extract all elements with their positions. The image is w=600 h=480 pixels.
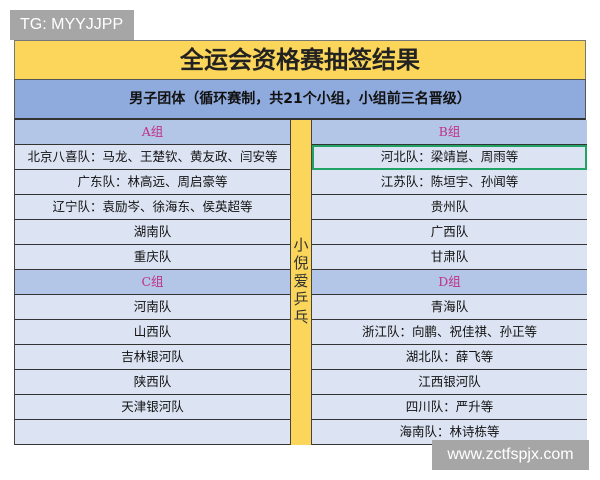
team-cell[interactable]: 广东队：林高远、周启豪等 xyxy=(15,170,290,195)
team-cell[interactable]: 北京八喜队：马龙、王楚钦、黄友政、闫安等 xyxy=(15,145,290,170)
left-column: A组 北京八喜队：马龙、王楚钦、黄友政、闫安等 广东队：林高远、周启豪等 辽宁队… xyxy=(15,120,290,445)
group-c-header[interactable]: C组 xyxy=(15,270,290,295)
draw-table: A组 北京八喜队：马龙、王楚钦、黄友政、闫安等 广东队：林高远、周启豪等 辽宁队… xyxy=(14,120,587,445)
side-char: 乒 xyxy=(293,290,309,308)
team-cell[interactable]: 湖南队 xyxy=(15,220,290,245)
team-cell[interactable]: 湖北队：薛飞等 xyxy=(312,345,587,370)
team-cell[interactable]: 重庆队 xyxy=(15,245,290,270)
side-banner: 小 倪 爱 乒 乓 xyxy=(290,120,312,445)
side-char: 乓 xyxy=(293,308,309,326)
watermark-bottom: www.zctfspjx.com xyxy=(432,440,589,470)
right-column: B组 河北队：梁靖崑、周雨等 江苏队：陈垣宇、孙闻等 贵州队 广西队 甘肃队 D… xyxy=(312,120,587,445)
team-cell[interactable]: 贵州队 xyxy=(312,195,587,220)
team-cell[interactable]: 陕西队 xyxy=(15,370,290,395)
sheet-subtitle: 男子团体（循环赛制，共21个小组，小组前三名晋级） xyxy=(14,79,586,120)
spreadsheet: 全运会资格赛抽签结果 男子团体（循环赛制，共21个小组，小组前三名晋级） A组 … xyxy=(14,40,587,445)
team-cell[interactable]: 吉林银河队 xyxy=(15,345,290,370)
group-a-header[interactable]: A组 xyxy=(15,120,290,145)
team-cell[interactable]: 山西队 xyxy=(15,320,290,345)
team-cell[interactable]: 辽宁队：袁励岑、徐海东、侯英超等 xyxy=(15,195,290,220)
team-cell[interactable]: 广西队 xyxy=(312,220,587,245)
empty-cell[interactable] xyxy=(15,420,290,445)
group-d-header[interactable]: D组 xyxy=(312,270,587,295)
team-cell[interactable]: 天津银河队 xyxy=(15,395,290,420)
team-cell[interactable]: 江西银河队 xyxy=(312,370,587,395)
side-char: 爱 xyxy=(293,272,309,290)
team-cell[interactable]: 甘肃队 xyxy=(312,245,587,270)
watermark-top: TG: MYYJJPP xyxy=(10,10,134,40)
team-cell-selected[interactable]: 河北队：梁靖崑、周雨等 xyxy=(312,145,587,170)
team-cell[interactable]: 浙江队：向鹏、祝佳祺、孙正等 xyxy=(312,320,587,345)
team-cell[interactable]: 青海队 xyxy=(312,295,587,320)
team-cell[interactable]: 河南队 xyxy=(15,295,290,320)
side-char: 小 xyxy=(293,236,309,254)
team-cell[interactable]: 四川队：严升等 xyxy=(312,395,587,420)
team-cell[interactable]: 江苏队：陈垣宇、孙闻等 xyxy=(312,170,587,195)
sheet-title: 全运会资格赛抽签结果 xyxy=(14,40,586,79)
group-b-header[interactable]: B组 xyxy=(312,120,587,145)
side-char: 倪 xyxy=(293,254,309,272)
